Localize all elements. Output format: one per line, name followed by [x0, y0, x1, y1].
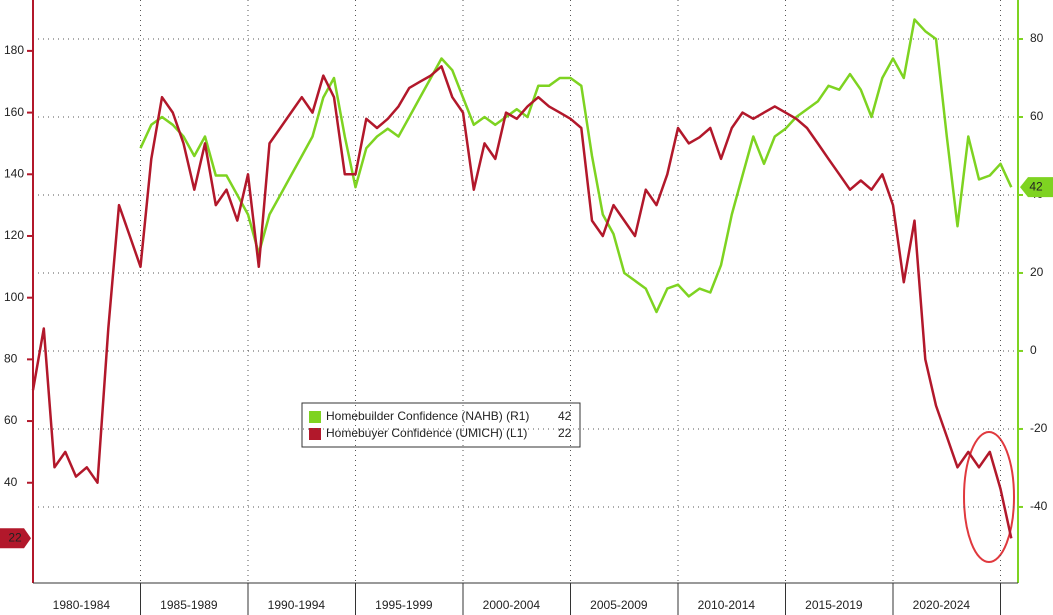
- legend-box: [301, 402, 581, 448]
- y2-tick-label: -40: [1030, 499, 1048, 513]
- x-tick-label: 2015-2019: [805, 598, 863, 612]
- x-tick-label: 1990-1994: [268, 598, 326, 612]
- legend: Homebuilder Confidence (NAHB) (R1) 42 Home…: [301, 402, 581, 448]
- legend-value: 22: [558, 426, 572, 440]
- y2-tick-label: 60: [1030, 109, 1044, 123]
- y2-tick-label: -20: [1030, 421, 1048, 435]
- y2-tick-label: 0: [1030, 343, 1037, 357]
- y-tick-label: 120: [4, 228, 24, 242]
- x-tick-label: 2005-2009: [590, 598, 648, 612]
- y2-tick-label: 80: [1030, 31, 1044, 45]
- y-tick-label: 100: [4, 290, 24, 304]
- x-tick-label: 1995-1999: [375, 598, 433, 612]
- last-value-label: 42: [1029, 179, 1043, 193]
- y-tick-label: 180: [4, 43, 24, 57]
- y-tick-label: 60: [4, 413, 18, 427]
- highlight-ellipse: [963, 431, 1015, 563]
- legend-label: Homebuyer Confidence (UMICH) (L1): [326, 426, 527, 440]
- legend-label: Homebuilder Confidence (NAHB) (R1): [326, 409, 529, 423]
- y-tick-label: 160: [4, 105, 24, 119]
- y-tick-label: 40: [4, 475, 18, 489]
- x-tick-label: 1985-1989: [160, 598, 218, 612]
- x-tick-label: 2010-2014: [698, 598, 756, 612]
- last-value-badge: [1020, 177, 1053, 198]
- series-line: [31, 65, 1013, 539]
- y2-tick-label: 20: [1030, 265, 1044, 279]
- x-tick-label: 1980-1984: [53, 598, 111, 612]
- last-value-badge: [0, 528, 31, 549]
- x-tick-label: 2000-2004: [483, 598, 541, 612]
- legend-swatch: [309, 428, 321, 440]
- last-value-label: 22: [8, 530, 22, 544]
- y-tick-label: 80: [4, 352, 18, 366]
- legend-value: 42: [558, 409, 572, 423]
- x-tick-label: 2020-2024: [913, 598, 971, 612]
- series-line: [139, 18, 1013, 314]
- y-tick-label: 140: [4, 166, 24, 180]
- legend-swatch: [309, 411, 321, 423]
